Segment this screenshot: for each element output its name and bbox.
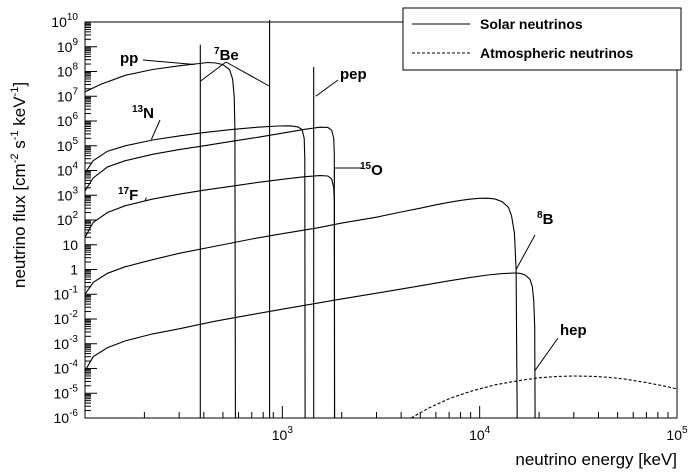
annotation-line-13N bbox=[150, 119, 161, 140]
annotation-label-15O: 15O bbox=[360, 161, 383, 179]
series-line-17F bbox=[84, 175, 336, 419]
y-tick-label: 10 bbox=[62, 237, 78, 253]
y-tick-label: 10-3 bbox=[54, 334, 79, 352]
annotation-label-17F: 17F bbox=[118, 186, 138, 204]
y-tick-label: 104 bbox=[57, 161, 79, 179]
x-tick-label: 104 bbox=[469, 425, 491, 443]
annotation-label-7Be: 7Be bbox=[214, 46, 239, 64]
x-tick-label: 105 bbox=[666, 425, 688, 443]
y-tick-label: 10-4 bbox=[54, 359, 79, 377]
x-tick-label: 103 bbox=[272, 425, 294, 443]
x-axis-title: neutrino energy [keV] bbox=[515, 450, 677, 469]
annotation-line-7Be bbox=[200, 61, 270, 87]
annotation-group: pp 7Be pep 13N 15O 17F 8B hep bbox=[118, 46, 587, 372]
annotation-line-pp bbox=[142, 59, 195, 66]
series-line-8B bbox=[84, 197, 518, 419]
annotation-line-8B bbox=[515, 234, 536, 270]
y-tick-label: 10-5 bbox=[54, 383, 79, 401]
annotation-label-hep: hep bbox=[560, 322, 587, 339]
y-tick-label: 102 bbox=[57, 210, 79, 228]
plot-area-border bbox=[84, 21, 678, 419]
series-line-atmospheric bbox=[410, 375, 678, 419]
series-line-15O bbox=[84, 126, 336, 419]
series-line-hep bbox=[84, 272, 536, 419]
y-axis-title: neutrino flux [cm-2 s-1 keV-1] bbox=[9, 82, 29, 288]
y-tick-label: 1010 bbox=[51, 12, 78, 30]
annotation-label-13N: 13N bbox=[132, 104, 154, 122]
y-tick-label: 105 bbox=[57, 136, 79, 154]
y-tick-label: 103 bbox=[57, 185, 79, 203]
y-tick-label: 108 bbox=[57, 62, 79, 80]
plot-frame bbox=[84, 21, 678, 419]
y-tick-label: 10-6 bbox=[54, 408, 79, 426]
series-group bbox=[84, 20, 678, 419]
y-tick-label: 109 bbox=[57, 37, 79, 55]
legend-box bbox=[402, 7, 682, 71]
annotation-line-17F bbox=[144, 197, 147, 202]
y-tick-label: 107 bbox=[57, 86, 79, 104]
annotation-label-8B: 8B bbox=[537, 210, 554, 228]
legend-solar-label: Solar neutrinos bbox=[480, 16, 583, 32]
annotation-line-15O bbox=[333, 167, 362, 184]
tick-label-group: 103 104 1051010109108107106105104103102101… bbox=[51, 12, 688, 443]
y-tick-label: 1 bbox=[70, 262, 78, 278]
y-tick-label: 106 bbox=[57, 111, 79, 129]
y-tick-label: 10-1 bbox=[54, 284, 79, 302]
annotation-label-pep: pep bbox=[340, 66, 367, 83]
legend: Solar neutrinos Atmospheric neutrinos bbox=[402, 7, 682, 71]
y-tick-label: 10-2 bbox=[54, 309, 79, 327]
series-line-pp bbox=[84, 61, 236, 419]
annotation-line-hep bbox=[534, 337, 559, 372]
series-line-13N bbox=[84, 125, 306, 419]
axis-ticks bbox=[84, 22, 678, 419]
annotation-label-pp: pp bbox=[120, 50, 138, 67]
legend-atmospheric-label: Atmospheric neutrinos bbox=[480, 45, 633, 61]
annotation-line-pep bbox=[315, 79, 339, 97]
